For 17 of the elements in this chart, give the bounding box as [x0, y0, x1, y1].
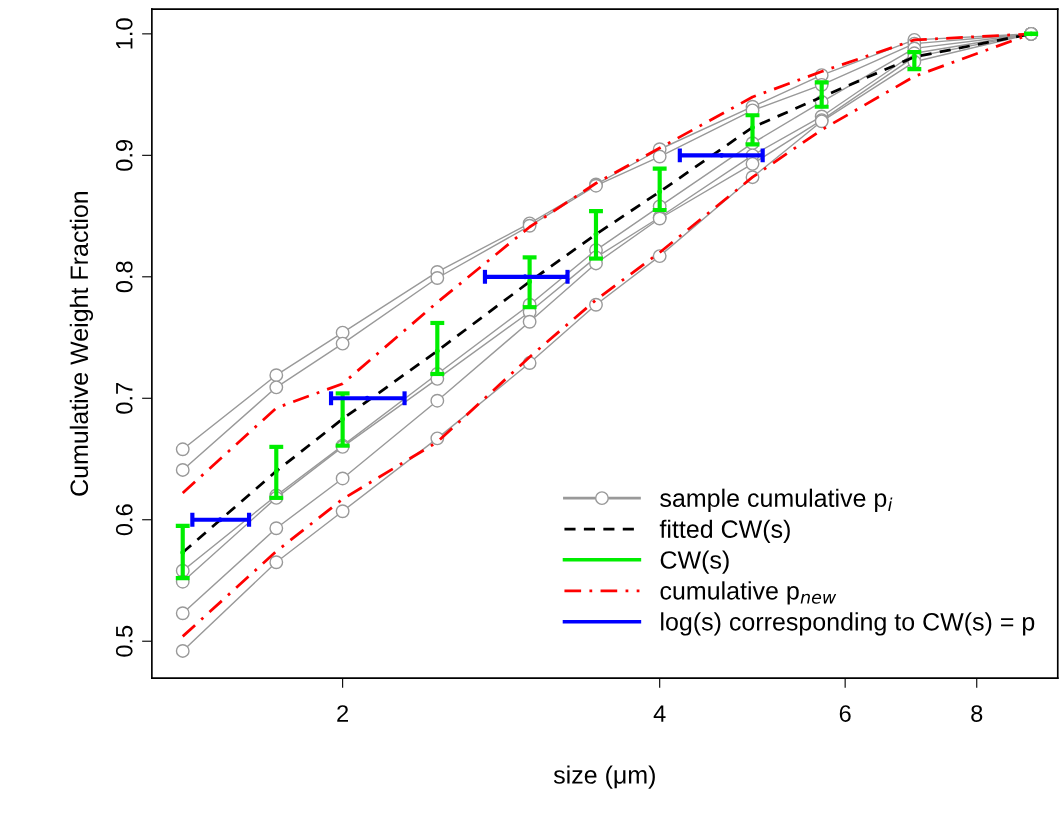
y-tick-label: 0.6 — [115, 504, 133, 536]
y-tick-label: 0.8 — [115, 261, 133, 293]
y-tick-label: 0.5 — [115, 625, 133, 657]
y-tick-label: 1.0 — [115, 18, 133, 49]
x-tick-label: 4 — [653, 705, 666, 722]
x-tick-label: 6 — [839, 705, 851, 722]
legend-label: fitted CW(s) — [659, 519, 790, 543]
y-axis-title: Cumulative Weight Fraction — [69, 191, 94, 496]
x-tick-label: 2 — [337, 705, 349, 722]
legend-label: sample cumulative p$_{i}$ — [660, 488, 893, 512]
x-tick-label: 8 — [971, 705, 983, 722]
legend-label: log(s) corresponding to CW(s) = p — [661, 612, 1035, 636]
legend-label: CW(s) — [660, 550, 729, 574]
legend-label: cumulative p$_{new}$ — [660, 581, 837, 605]
x-axis-title: size (μm) — [553, 765, 655, 789]
y-tick-label: 0.7 — [115, 383, 133, 414]
y-tick-label: 0.9 — [115, 140, 133, 171]
